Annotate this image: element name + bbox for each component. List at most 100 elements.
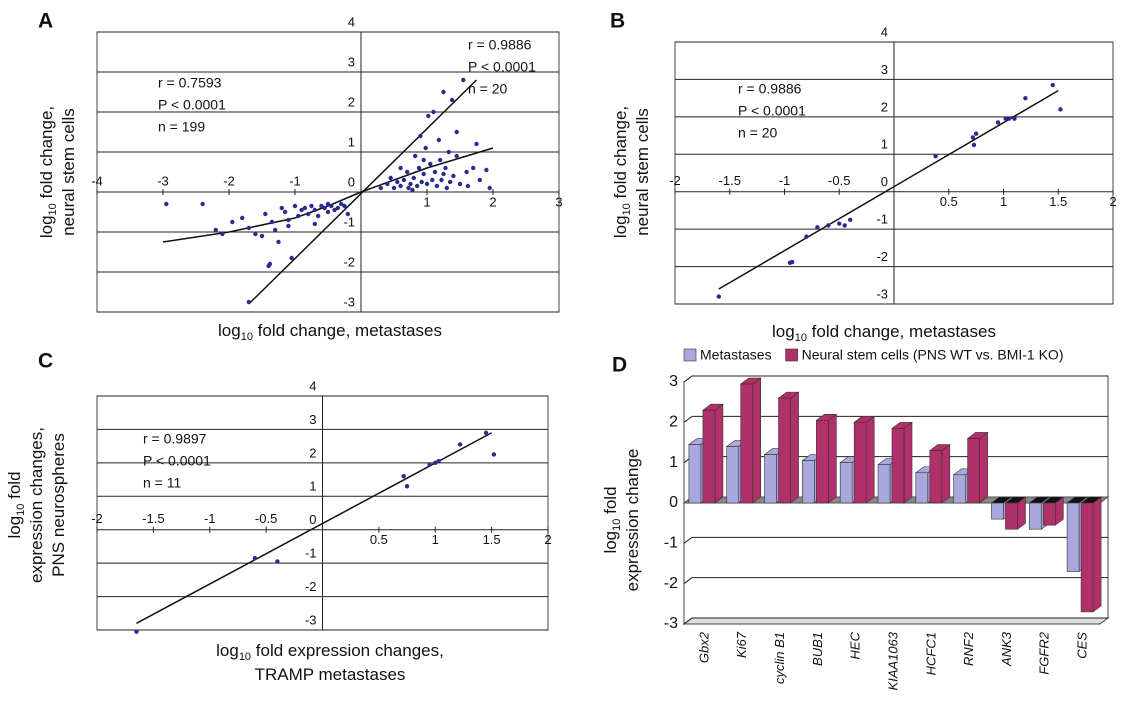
point xyxy=(491,452,497,457)
point xyxy=(430,177,435,183)
bar xyxy=(877,464,891,504)
point xyxy=(848,217,853,222)
point xyxy=(426,113,431,119)
y-tick-label: 0 xyxy=(348,174,355,189)
y-tick-label: -1 xyxy=(664,535,678,552)
x-tick-label: 1 xyxy=(1000,194,1007,209)
axis-label-part: log xyxy=(611,215,630,238)
point xyxy=(789,259,795,265)
x-tick-label: Gbx2 xyxy=(696,631,711,663)
y-tick-label: 0 xyxy=(881,174,888,189)
axis-label-part: log xyxy=(37,215,56,238)
bar-side xyxy=(714,403,724,504)
point xyxy=(421,157,426,163)
point xyxy=(1012,116,1017,121)
x-tick-label: -4 xyxy=(91,173,103,188)
x-tick-label: BUB1 xyxy=(810,632,825,666)
x-tick-label: -1 xyxy=(779,173,791,188)
bar xyxy=(816,420,829,504)
point xyxy=(439,177,444,183)
point xyxy=(973,131,979,136)
point xyxy=(410,187,415,193)
point xyxy=(461,77,466,83)
point xyxy=(259,233,265,239)
axis-label: log10 fold change, xyxy=(611,106,632,238)
grid-line xyxy=(683,577,1108,585)
point xyxy=(405,169,410,175)
y-tick-label: -2 xyxy=(876,249,888,264)
x-tick-label: 2 xyxy=(1109,194,1116,209)
x-tick-label: CES xyxy=(1075,632,1090,659)
y-tick-label: 4 xyxy=(881,24,888,39)
axis-label: neural stem cells xyxy=(59,108,78,236)
point xyxy=(292,203,298,209)
point xyxy=(332,207,337,213)
point xyxy=(1058,107,1063,112)
point xyxy=(804,234,809,239)
axis-label: log10 fold change, xyxy=(37,106,58,238)
legend-label: Metastases xyxy=(700,347,772,363)
annotation: r = 0.9886 xyxy=(468,37,532,53)
fit-line xyxy=(162,147,494,243)
y-tick-label: -2 xyxy=(664,575,678,592)
point xyxy=(414,183,420,189)
point xyxy=(213,227,218,233)
point xyxy=(246,299,251,305)
point xyxy=(464,169,469,175)
point xyxy=(444,185,449,191)
point xyxy=(432,169,438,175)
point xyxy=(339,201,344,207)
axis-label-part: log xyxy=(218,321,241,340)
axis-label-part: fold change, xyxy=(37,106,56,203)
axis-label-part: log xyxy=(5,516,24,539)
floor xyxy=(682,617,1110,625)
fit-line xyxy=(718,90,1059,290)
annotation: P < 0.0001 xyxy=(158,97,226,113)
bar xyxy=(853,422,867,504)
x-tick-label: KIAA1063 xyxy=(885,631,900,690)
axis-label-part: fold xyxy=(5,471,24,503)
point xyxy=(253,231,258,237)
x-tick-label: 0.5 xyxy=(940,194,958,209)
bar xyxy=(991,502,1004,520)
annotation: n = 199 xyxy=(158,119,205,135)
point xyxy=(465,183,471,189)
point xyxy=(164,201,169,207)
point xyxy=(443,165,448,171)
panel-letter: D xyxy=(612,354,627,377)
point xyxy=(842,223,847,228)
x-tick-label: 3 xyxy=(555,194,562,209)
axis-label-sub: 10 xyxy=(621,203,633,215)
point xyxy=(395,179,400,185)
bar-side xyxy=(828,413,837,504)
point xyxy=(322,205,327,211)
bar xyxy=(1042,502,1056,526)
axis-label: neural stem cells xyxy=(633,108,652,236)
point xyxy=(815,225,820,230)
legend-swatch xyxy=(785,348,798,362)
x-tick-label: Ki67 xyxy=(734,631,749,658)
bar xyxy=(1028,502,1042,530)
axis-label-part: fold expression changes, xyxy=(251,641,444,660)
bar-side xyxy=(752,377,762,504)
bar xyxy=(726,446,740,504)
bar xyxy=(1080,502,1094,613)
axis-label-part: fold xyxy=(601,486,620,518)
y-tick-label: -3 xyxy=(343,294,355,309)
point xyxy=(391,185,397,191)
point xyxy=(431,109,436,115)
bar xyxy=(740,383,754,504)
point xyxy=(1050,82,1055,88)
axis-label: TRAMP metastases xyxy=(255,665,406,684)
fit-line xyxy=(248,79,478,305)
axis-label-part: log xyxy=(772,322,795,341)
y-tick-label: 3 xyxy=(309,412,316,427)
bar-side xyxy=(865,415,875,504)
bar xyxy=(688,444,702,504)
point xyxy=(385,181,390,187)
point xyxy=(454,129,459,135)
point xyxy=(434,183,440,189)
annotation: n = 20 xyxy=(738,125,778,141)
axis-label-sub: 10 xyxy=(239,651,251,663)
